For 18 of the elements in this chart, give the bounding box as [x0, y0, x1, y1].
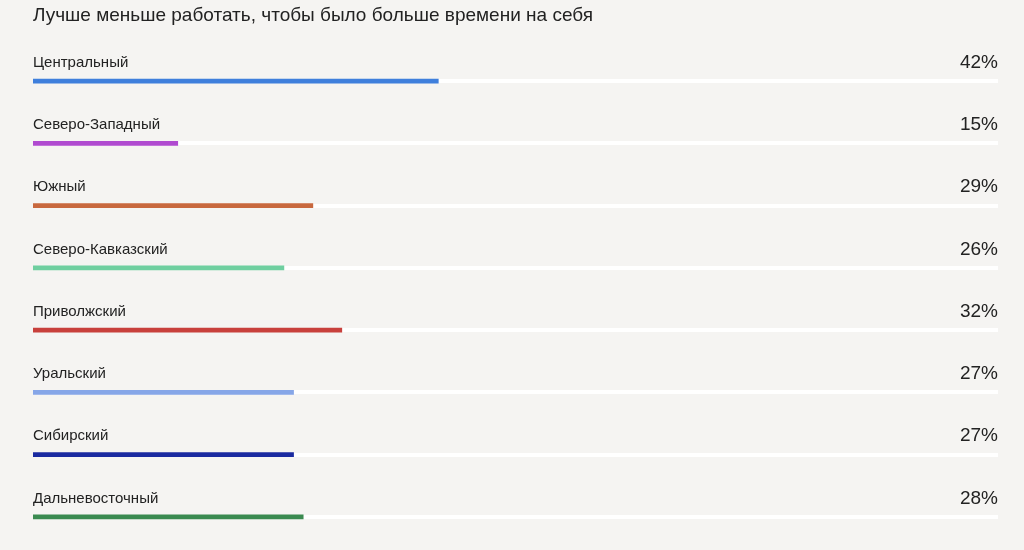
data-label: 27%	[959, 362, 999, 384]
data-label: 42%	[959, 50, 999, 72]
data-label: 26%	[959, 237, 999, 259]
data-label: 15%	[959, 113, 999, 135]
data-label: 27%	[959, 424, 999, 446]
chart-title: Лучше меньше работать, чтобы было больше времени на себя	[33, 4, 593, 26]
data-label: 32%	[959, 299, 999, 321]
y-tick-label: Дальневосточный	[33, 488, 159, 506]
y-tick-label: Северо-Западный	[33, 115, 161, 133]
data-label: 28%	[959, 486, 999, 508]
y-tick-label: Северо-Кавказский	[33, 239, 168, 257]
y-tick-label: Центральный	[33, 52, 129, 70]
y-tick-label: Приволжский	[33, 301, 126, 319]
bar	[33, 141, 179, 146]
y-tick-label: Уральский	[33, 364, 106, 382]
data-label: 29%	[959, 175, 999, 197]
y-tick-label: Южный	[33, 177, 86, 195]
y-tick-label: Сибирский	[33, 426, 109, 444]
